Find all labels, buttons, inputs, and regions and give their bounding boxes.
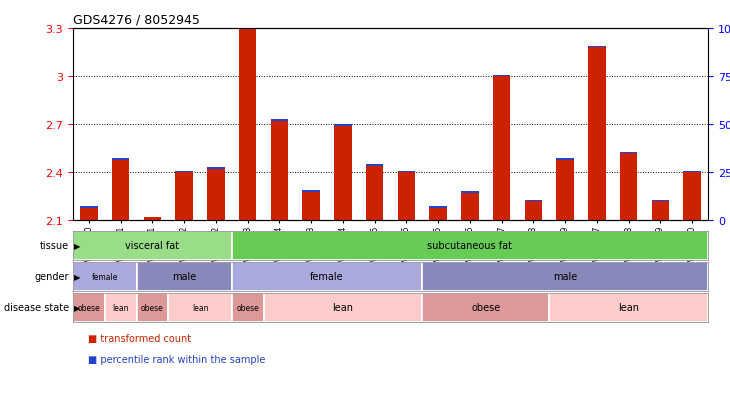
Bar — [239, 28, 256, 29]
Bar — [652, 201, 669, 202]
Text: gender: gender — [35, 272, 69, 282]
Bar — [73, 293, 105, 322]
Bar — [588, 48, 606, 221]
Text: obese: obese — [471, 303, 501, 313]
Bar — [73, 262, 137, 291]
Bar — [620, 154, 637, 221]
Bar — [175, 173, 193, 221]
Bar — [302, 190, 320, 192]
Bar — [80, 207, 98, 208]
Bar — [264, 293, 422, 322]
Text: ■ percentile rank within the sample: ■ percentile rank within the sample — [88, 354, 265, 364]
Bar — [112, 160, 129, 221]
Text: female: female — [91, 272, 118, 281]
Text: obese: obese — [77, 303, 100, 312]
Bar — [105, 293, 137, 322]
Text: ▶: ▶ — [74, 241, 81, 250]
Bar — [137, 293, 168, 322]
Text: obese: obese — [141, 303, 164, 312]
Text: tissue: tissue — [40, 241, 69, 251]
Bar — [652, 202, 669, 221]
Bar — [525, 200, 542, 202]
Bar — [175, 172, 193, 173]
Bar — [429, 208, 447, 221]
Bar — [683, 173, 701, 221]
Bar — [271, 120, 288, 122]
Text: lean: lean — [192, 303, 208, 312]
Bar — [232, 262, 423, 291]
Text: visceral fat: visceral fat — [126, 241, 180, 251]
Text: obese: obese — [237, 303, 259, 312]
Bar — [620, 152, 637, 154]
Bar — [73, 231, 232, 260]
Bar — [556, 159, 574, 160]
Text: ▶: ▶ — [74, 303, 81, 312]
Bar — [461, 194, 479, 221]
Bar — [493, 77, 510, 221]
Bar — [588, 47, 606, 48]
Text: lean: lean — [112, 303, 129, 312]
Bar — [207, 170, 225, 221]
Text: disease state: disease state — [4, 303, 69, 313]
Bar — [550, 293, 708, 322]
Bar — [422, 293, 550, 322]
Bar — [168, 293, 231, 322]
Bar — [422, 262, 708, 291]
Bar — [429, 207, 447, 208]
Bar — [366, 165, 383, 166]
Bar — [144, 218, 161, 221]
Bar — [334, 126, 352, 221]
Bar — [461, 192, 479, 194]
Text: lean: lean — [332, 303, 353, 313]
Bar — [366, 166, 383, 221]
Bar — [80, 208, 98, 221]
Bar — [398, 171, 415, 173]
Text: female: female — [310, 272, 344, 282]
Bar — [525, 202, 542, 221]
Text: male: male — [172, 272, 196, 282]
Bar — [207, 168, 225, 170]
Text: ▶: ▶ — [74, 272, 81, 281]
Bar — [144, 217, 161, 218]
Text: ■ transformed count: ■ transformed count — [88, 334, 191, 344]
Bar — [137, 262, 232, 291]
Bar — [556, 160, 574, 221]
Bar — [493, 75, 510, 77]
Bar — [334, 125, 352, 126]
Bar — [232, 231, 708, 260]
Bar — [302, 192, 320, 221]
Bar — [683, 172, 701, 173]
Bar — [112, 158, 129, 160]
Bar — [232, 293, 264, 322]
Bar — [271, 122, 288, 221]
Text: lean: lean — [618, 303, 639, 313]
Text: subcutaneous fat: subcutaneous fat — [428, 241, 512, 251]
Bar — [239, 29, 256, 221]
Bar — [398, 173, 415, 221]
Text: GDS4276 / 8052945: GDS4276 / 8052945 — [73, 13, 200, 26]
Text: male: male — [553, 272, 577, 282]
